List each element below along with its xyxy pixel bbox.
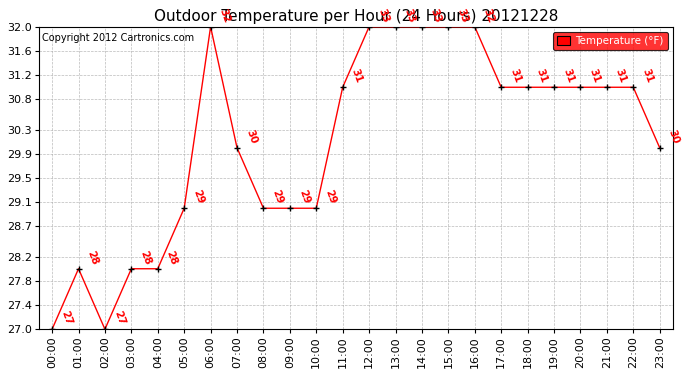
Text: 31: 31 bbox=[535, 68, 549, 84]
Text: Copyright 2012 Cartronics.com: Copyright 2012 Cartronics.com bbox=[42, 33, 194, 43]
Text: 31: 31 bbox=[350, 68, 364, 84]
Text: 29: 29 bbox=[323, 189, 337, 206]
Text: 31: 31 bbox=[640, 68, 655, 84]
Text: 33: 33 bbox=[376, 7, 391, 24]
Text: 30: 30 bbox=[667, 128, 681, 145]
Text: 33: 33 bbox=[402, 7, 417, 24]
Text: 29: 29 bbox=[297, 189, 311, 206]
Text: 32: 32 bbox=[217, 7, 232, 24]
Text: 33: 33 bbox=[455, 7, 470, 24]
Text: 28: 28 bbox=[138, 249, 152, 266]
Text: 27: 27 bbox=[112, 309, 126, 327]
Title: Outdoor Temperature per Hour (24 Hours) 20121228: Outdoor Temperature per Hour (24 Hours) … bbox=[154, 9, 558, 24]
Text: 27: 27 bbox=[59, 309, 73, 327]
Text: 30: 30 bbox=[244, 128, 258, 145]
Text: 31: 31 bbox=[587, 68, 602, 84]
Text: 28: 28 bbox=[165, 249, 179, 266]
Text: 28: 28 bbox=[86, 249, 100, 266]
Text: 29: 29 bbox=[270, 189, 285, 206]
Text: 31: 31 bbox=[508, 68, 522, 84]
Text: 31: 31 bbox=[614, 68, 628, 84]
Legend: Temperature (°F): Temperature (°F) bbox=[553, 32, 668, 50]
Text: 32: 32 bbox=[482, 7, 496, 24]
Text: 33: 33 bbox=[429, 7, 443, 24]
Text: 31: 31 bbox=[561, 68, 575, 84]
Text: 29: 29 bbox=[191, 189, 206, 206]
